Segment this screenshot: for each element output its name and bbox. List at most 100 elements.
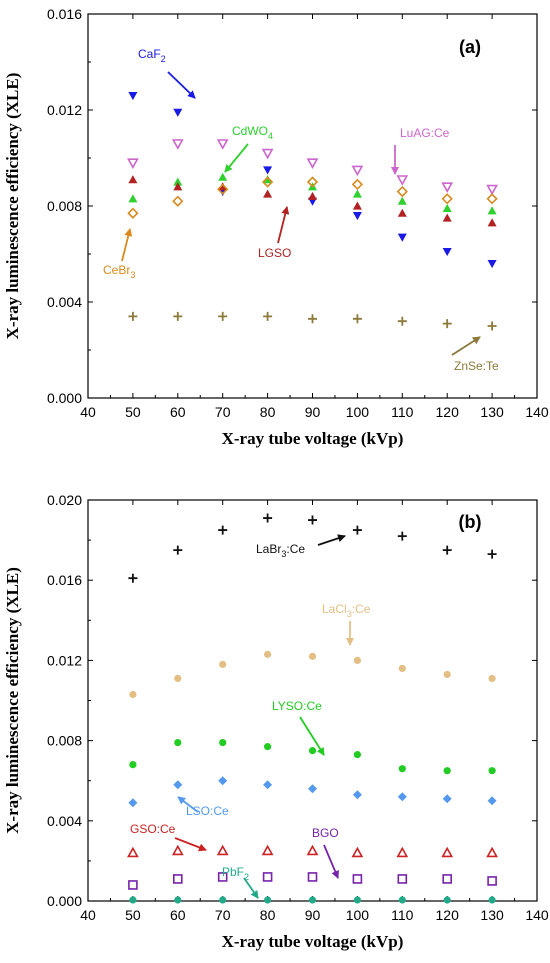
data-point xyxy=(442,319,452,329)
data-point xyxy=(261,844,274,856)
data-point xyxy=(127,158,139,169)
data-point xyxy=(486,846,498,858)
data-point xyxy=(308,191,317,200)
x-tick-label: 50 xyxy=(125,404,141,420)
annotation-arrow xyxy=(121,228,133,262)
data-point xyxy=(128,798,138,808)
data-point xyxy=(264,650,272,658)
data-point xyxy=(308,652,317,660)
series-caf2 xyxy=(128,92,497,269)
data-point xyxy=(174,674,182,683)
data-point xyxy=(397,233,407,242)
data-point xyxy=(397,531,407,541)
data-point xyxy=(308,747,317,755)
data-point xyxy=(218,182,228,191)
data-point xyxy=(396,175,409,186)
data-point xyxy=(441,193,453,205)
y-tick-label: 0.008 xyxy=(47,198,82,214)
series-lso-ce xyxy=(128,776,497,808)
data-point xyxy=(129,690,137,699)
data-point xyxy=(352,201,362,210)
x-tick-label: 140 xyxy=(525,404,549,420)
data-point xyxy=(488,674,496,683)
series-label-main: LuAG:Ce xyxy=(400,126,450,140)
series-label-subscript: 2 xyxy=(161,54,166,64)
y-tick-label: 0.016 xyxy=(47,572,82,588)
series-gso-ce xyxy=(127,844,498,858)
series-label-tail: :Ce xyxy=(352,602,371,616)
data-point xyxy=(442,874,453,884)
data-point xyxy=(218,172,228,181)
series-pbf2 xyxy=(129,896,496,904)
series-label-subscript: 3 xyxy=(281,549,286,559)
x-tick-label: 140 xyxy=(525,907,549,923)
data-point xyxy=(174,896,182,904)
data-point xyxy=(352,874,363,884)
series-label-main: GSO:Ce xyxy=(130,822,176,836)
series-label: LGSO xyxy=(258,246,291,260)
y-axis-label: X-ray luminescence efficiency (XLE) xyxy=(3,73,22,340)
series-label-main: LGSO xyxy=(258,246,291,260)
x-tick-label: 120 xyxy=(436,404,460,420)
x-tick-label: 60 xyxy=(170,404,186,420)
data-point xyxy=(487,321,497,331)
data-point xyxy=(173,874,183,884)
data-point xyxy=(173,311,183,321)
data-point xyxy=(306,176,319,188)
data-point xyxy=(486,184,498,196)
series-znse-te xyxy=(128,311,497,331)
data-point xyxy=(128,194,138,203)
y-tick-label: 0.012 xyxy=(47,102,82,118)
data-point xyxy=(353,656,361,665)
data-point xyxy=(217,872,228,882)
data-point xyxy=(397,196,407,205)
data-point xyxy=(128,573,138,583)
data-point xyxy=(442,203,452,212)
data-point xyxy=(263,175,273,184)
data-point xyxy=(261,176,274,188)
data-point xyxy=(261,148,274,160)
data-point xyxy=(306,844,319,856)
series-label: CaF2 xyxy=(138,47,166,64)
series-label: ZnSe:Te xyxy=(454,359,499,373)
annotation-arrow xyxy=(317,534,346,546)
series-lyso-ce xyxy=(129,739,496,775)
x-tick-label: 110 xyxy=(391,907,414,923)
data-point xyxy=(218,311,228,321)
data-point xyxy=(443,767,451,775)
data-point xyxy=(443,896,451,904)
data-point xyxy=(308,784,317,794)
series-cebr3 xyxy=(127,176,498,219)
data-point xyxy=(217,183,229,195)
annotation-arrow xyxy=(277,206,290,244)
y-tick-label: 0.000 xyxy=(47,390,82,406)
data-point xyxy=(128,175,138,184)
x-tick-label: 80 xyxy=(260,907,276,923)
series-label-main: CdWO xyxy=(232,124,268,138)
data-point xyxy=(397,874,408,884)
series-label: GSO:Ce xyxy=(130,822,176,836)
data-point xyxy=(263,513,273,523)
y-tick-label: 0.004 xyxy=(47,294,82,310)
y-axis-label: X-ray luminescence efficiency (XLE) xyxy=(3,567,22,834)
data-point xyxy=(263,189,273,198)
x-tick-label: 70 xyxy=(215,907,231,923)
data-point xyxy=(264,743,272,751)
data-point xyxy=(398,664,406,673)
series-label-main: BGO xyxy=(312,826,339,840)
data-point xyxy=(486,193,498,205)
data-point xyxy=(442,545,452,555)
x-tick-label: 100 xyxy=(346,404,370,420)
annotation-arrow xyxy=(299,716,325,756)
data-point xyxy=(441,182,454,193)
data-point xyxy=(264,896,272,904)
x-tick-label: 110 xyxy=(391,404,414,420)
x-axis-label: X-ray tube voltage (kVp) xyxy=(222,932,404,951)
data-point xyxy=(351,178,364,191)
data-point xyxy=(129,761,137,769)
annotation-arrow xyxy=(177,796,199,813)
x-tick-label: 130 xyxy=(480,907,504,923)
data-point xyxy=(127,846,139,858)
series-label: PbF2 xyxy=(222,865,249,882)
annotation-arrow xyxy=(243,877,259,899)
